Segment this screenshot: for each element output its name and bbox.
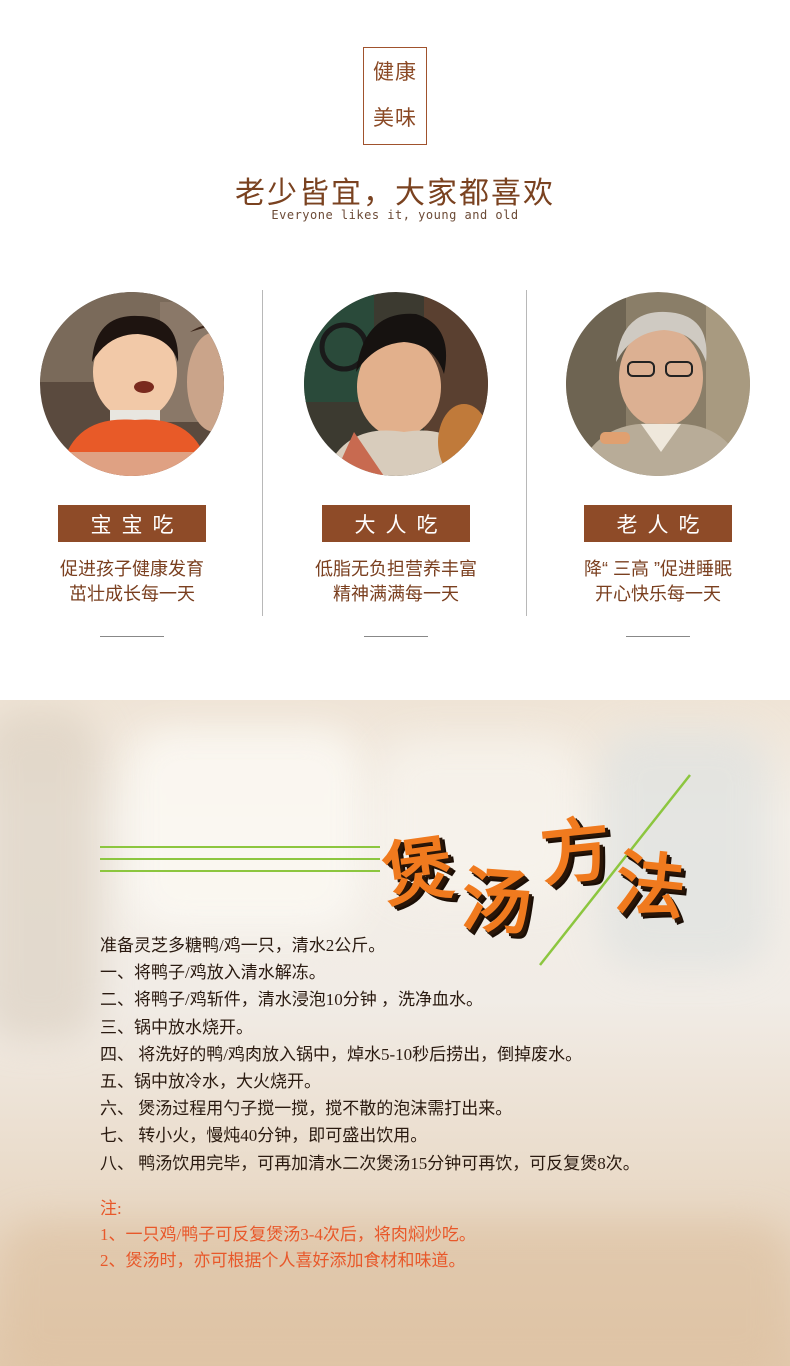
step-line: 二、将鸭子/鸡斩件，清水浸泡10分钟 ，洗净血水。 <box>100 990 483 1010</box>
card-underline <box>100 636 164 637</box>
desc-line: 开心快乐每一天 <box>595 584 721 604</box>
desc-line: 促进孩子健康发育 <box>60 559 204 579</box>
health-taste-badge: 健康 美味 <box>363 47 427 145</box>
step-line: 一、将鸭子/鸡放入清水解冻。 <box>100 963 326 983</box>
soup-method-section: 煲 汤 方 法 准备灵芝多糖鸭/鸡一只，清水2公斤。 一、将鸭子/鸡放入清水解冻… <box>0 700 790 1366</box>
column-divider <box>526 290 527 616</box>
background-blur <box>130 730 360 930</box>
section-subheadline: Everyone likes it, young and old <box>271 208 519 222</box>
card-underline <box>626 636 690 637</box>
step-line: 三、锅中放水烧开。 <box>100 1017 253 1037</box>
adult-eating-photo <box>304 292 488 476</box>
title-char: 煲 <box>377 825 459 918</box>
desc-line: 精神满满每一天 <box>333 584 459 604</box>
step-line: 七、 转小火，慢炖40分钟，即可盛出饮用。 <box>100 1126 428 1146</box>
badge-line1: 健康 <box>373 61 417 84</box>
audience-label-child: 宝宝吃 <box>58 505 206 542</box>
title-char: 法 <box>611 840 690 931</box>
step-line: 准备灵芝多糖鸭/鸡一只，清水2公斤。 <box>100 936 386 955</box>
audience-label-adult: 大人吃 <box>322 505 470 542</box>
background-blur <box>380 740 580 900</box>
step-line: 八、 鸭汤饮用完毕，可再加清水二次煲汤15分钟可再饮，可反复煲8次。 <box>100 1153 640 1173</box>
method-steps: 准备灵芝多糖鸭/鸡一只，清水2公斤。 一、将鸭子/鸡放入清水解冻。 二、将鸭子/… <box>100 932 740 1177</box>
step-line: 六、 煲汤过程用勺子搅一搅，搅不散的泡沫需打出来。 <box>100 1099 513 1119</box>
method-notes: 注: 1、一只鸡/鸭子可反复煲汤3-4次后，将肉焖炒吃。 2、煲汤时，亦可根据个… <box>100 1196 740 1274</box>
step-line: 四、 将洗好的鸭/鸡肉放入锅中，焯水5-10秒后捞出，倒掉废水。 <box>100 1044 583 1064</box>
audience-label-elderly: 老人吃 <box>584 505 732 542</box>
child-eating-photo <box>40 292 224 476</box>
background-blur <box>600 730 770 970</box>
decorative-lines <box>100 846 380 872</box>
desc-line: 茁壮成长每一天 <box>69 584 195 604</box>
background-blur <box>0 710 100 1040</box>
audience-desc-elderly: 降“ 三高 ”促进睡眠 开心快乐每一天 <box>546 557 770 607</box>
audience-desc-child: 促进孩子健康发育 茁壮成长每一天 <box>20 557 244 607</box>
section-headline: 老少皆宜，大家都喜欢 <box>235 177 555 210</box>
note-line: 1、一只鸡/鸭子可反复煲汤3-4次后，将肉焖炒吃。 <box>100 1225 476 1244</box>
title-char: 方 <box>536 806 615 897</box>
elderly-eating-photo <box>566 292 750 476</box>
badge-line2: 美味 <box>373 107 417 130</box>
desc-line: 降“ 三高 ”促进睡眠 <box>584 559 732 579</box>
step-line: 五、锅中放冷水，大火烧开。 <box>100 1072 321 1092</box>
column-divider <box>262 290 263 616</box>
audience-desc-adult: 低脂无负担营养丰富 精神满满每一天 <box>284 557 508 607</box>
method-title: 煲 汤 方 法 <box>377 790 710 950</box>
notes-title: 注: <box>100 1199 122 1218</box>
note-line: 2、煲汤时，亦可根据个人喜好添加食材和味道。 <box>100 1251 466 1270</box>
decorative-slash <box>539 774 691 966</box>
audience-section: 健康 美味 老少皆宜，大家都喜欢 Everyone likes it, youn… <box>20 47 770 637</box>
background-blur <box>0 1220 790 1366</box>
desc-line: 低脂无负担营养丰富 <box>315 559 477 579</box>
card-underline <box>364 636 428 637</box>
